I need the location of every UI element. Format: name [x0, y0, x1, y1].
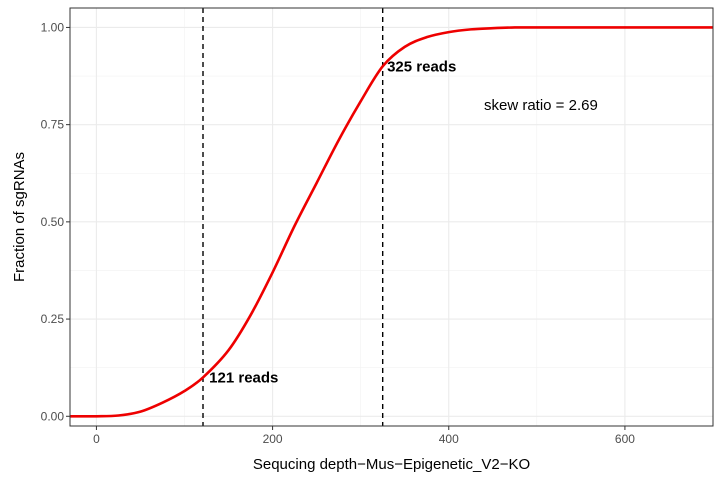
- series-group: [69, 26, 713, 418]
- series-line: [69, 26, 713, 418]
- y-axis-title: Fraction of sgRNAs: [11, 152, 28, 282]
- x-axis-title: Sequcing depth−Mus−Epigenetic_V2−KO: [253, 456, 530, 473]
- x-axis: 0 200 400 600: [93, 426, 635, 446]
- x-tick-label: 0: [93, 432, 100, 446]
- x-tick-label: 600: [615, 432, 635, 446]
- y-tick-label: 0.00: [41, 409, 65, 423]
- annotations-group: 121 reads 325 reads skew ratio = 2.69: [209, 58, 598, 386]
- grid-minor: [70, 8, 713, 426]
- x-tick-label: 400: [439, 432, 459, 446]
- annotation-label: skew ratio = 2.69: [484, 97, 598, 114]
- y-axis: 0.00 0.25 0.50 0.75 1.00: [41, 20, 70, 423]
- threshold-lines: [202, 8, 384, 426]
- y-tick-label: 0.25: [41, 312, 65, 326]
- annotation-label: 121 reads: [209, 369, 278, 386]
- y-tick-label: 0.50: [41, 215, 65, 229]
- plot-panel: [69, 7, 714, 427]
- plot-border: [69, 7, 714, 427]
- annotation-label: 325 reads: [387, 58, 456, 75]
- y-tick-label: 0.75: [41, 118, 65, 132]
- y-tick-label: 1.00: [41, 20, 65, 34]
- x-tick-label: 200: [263, 432, 283, 446]
